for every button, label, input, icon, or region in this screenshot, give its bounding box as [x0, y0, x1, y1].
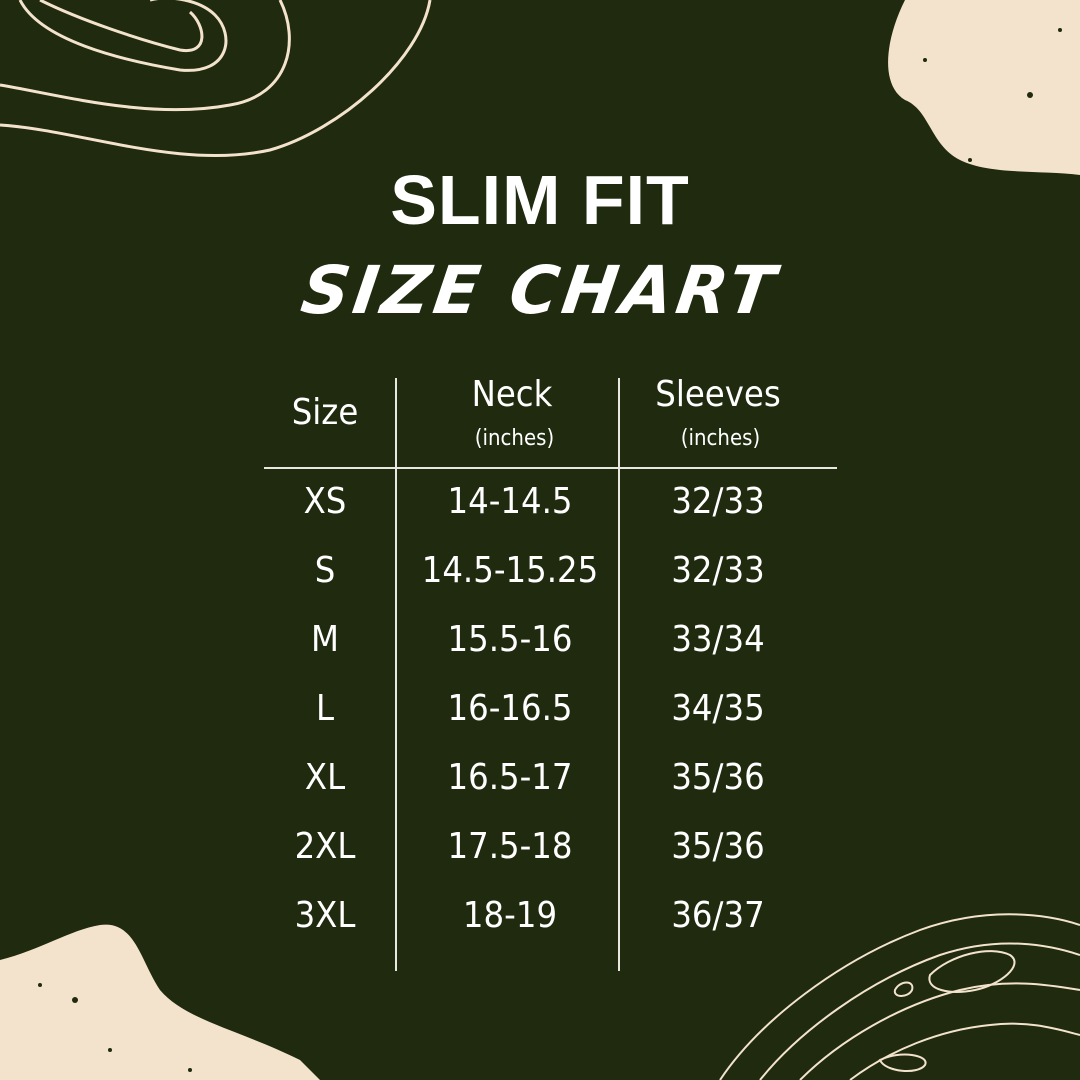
header-size: Size [291, 392, 359, 433]
sleeves-cell: 35/36 [671, 757, 765, 798]
sleeves-cell: 34/35 [671, 688, 765, 729]
size-cell: L [315, 688, 335, 729]
topographic-lines-bottom-right [719, 913, 1080, 1080]
column-divider [618, 378, 620, 971]
column-divider [395, 378, 397, 971]
header-neck: Neck [471, 374, 553, 415]
size-cell: M [311, 619, 339, 660]
header-sleeves: Sleeves [655, 374, 781, 415]
sleeves-cell: 32/33 [671, 550, 765, 591]
cream-blob-top-right [888, 0, 1080, 175]
size-cell: XS [303, 481, 347, 522]
neck-cell: 18-19 [462, 895, 558, 936]
title-size-chart: SIZE CHART [296, 252, 784, 329]
neck-cell: 15.5-16 [447, 619, 573, 660]
sleeves-cell: 36/37 [671, 895, 765, 936]
size-cell: 2XL [294, 826, 356, 867]
size-cell: XL [304, 757, 346, 798]
neck-cell: 16-16.5 [447, 688, 573, 729]
sleeves-cell: 33/34 [671, 619, 765, 660]
speckles [38, 28, 1062, 1072]
header-neck-unit: (inches) [474, 426, 555, 451]
size-cell: S [314, 550, 336, 591]
cream-blob-bottom-left [0, 924, 320, 1080]
neck-cell: 14.5-15.25 [421, 550, 599, 591]
neck-cell: 14-14.5 [447, 481, 573, 522]
neck-cell: 16.5-17 [447, 757, 573, 798]
topographic-lines-top-left [0, 0, 432, 158]
size-cell: 3XL [294, 895, 356, 936]
sleeves-cell: 35/36 [671, 826, 765, 867]
header-divider [264, 467, 837, 469]
neck-cell: 17.5-18 [447, 826, 573, 867]
title-slim-fit: SLIM FIT [390, 161, 690, 239]
header-sleeves-unit: (inches) [680, 426, 761, 451]
sleeves-cell: 32/33 [671, 481, 765, 522]
